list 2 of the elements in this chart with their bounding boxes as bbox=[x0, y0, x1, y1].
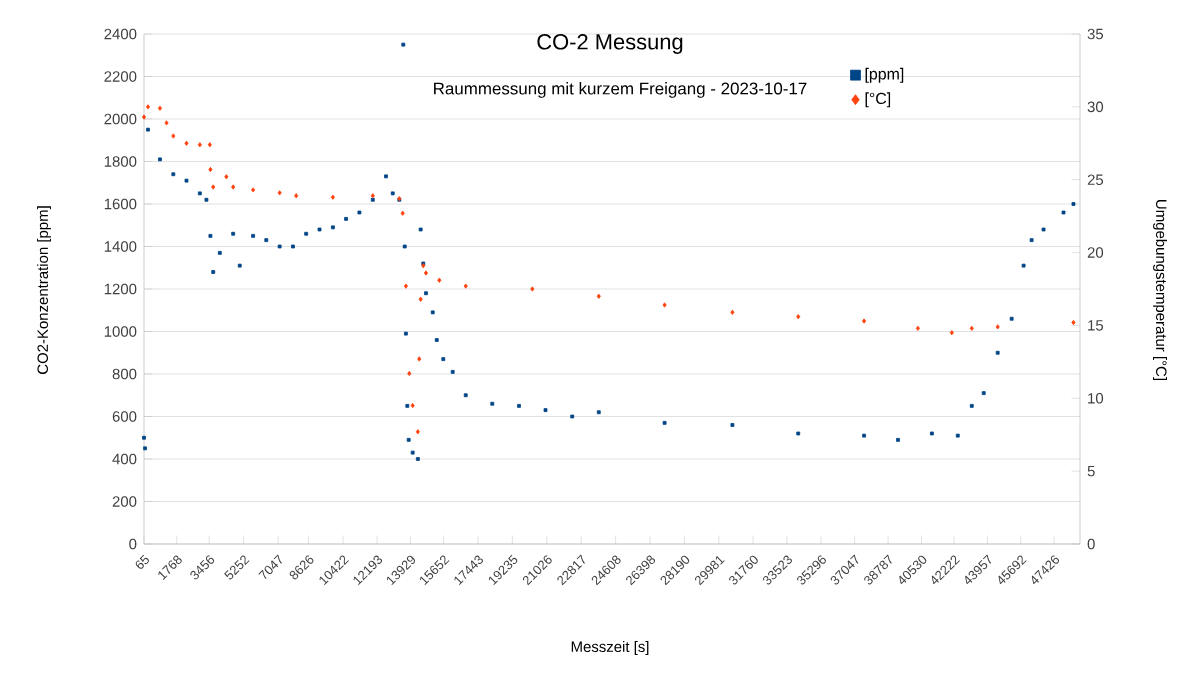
text: Raummessung mit kurzem Freigang - 2023-10-17 bbox=[434, 82, 807, 98]
chart-title: CO-2 Messung bbox=[537, 34, 683, 54]
